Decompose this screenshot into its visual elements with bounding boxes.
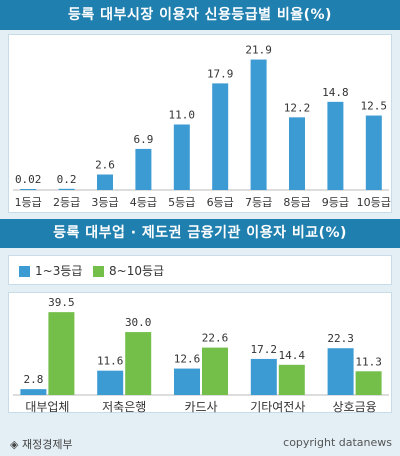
chart2-bar-series-2 xyxy=(125,332,152,395)
chart2-value-label: 17.2 xyxy=(251,343,278,356)
chart1-value-label: 11.0 xyxy=(169,108,196,121)
chart2-bar-series-1 xyxy=(174,368,200,395)
chart2-bar-series-2 xyxy=(202,347,228,395)
chart1-value-label: 21.9 xyxy=(245,44,272,57)
chart2-bar-series-1 xyxy=(250,358,277,395)
chart1-category-label: 1등급 xyxy=(15,196,42,209)
chart2-panel: 2.8 39.5 대부업체 11.6 30.0 저축은행 12.6 22.6 카드사 17.2 14… xyxy=(8,292,392,414)
chart1-value-label: 6.9 xyxy=(133,133,153,146)
chart1-value-label: 0.02 xyxy=(15,173,42,186)
chart1-bar xyxy=(212,83,229,190)
chart1-category-label: 4등급 xyxy=(130,196,157,209)
chart1-title: 등록 대부시장 이용자 신용등급별 비율(%) xyxy=(0,0,400,30)
chart1-bar xyxy=(365,115,382,190)
chart2-category-label: 카드사 xyxy=(184,400,217,414)
chart1-panel: 0.02 1등급 0.2 2등급 2.6 3등급 6.9 4등급 11.0 5등급 17.9 6등급 2… xyxy=(8,34,392,213)
chart1-category-label: 3등급 xyxy=(91,196,118,209)
chart2-value-label: 22.3 xyxy=(327,332,354,345)
chart2-value-label: 2.8 xyxy=(23,373,43,386)
chart1-svg: 0.02 1등급 0.2 2등급 2.6 3등급 6.9 4등급 11.0 5등급 17.9 6등급 2… xyxy=(13,44,391,209)
chart1-category-label: 7등급 xyxy=(245,196,272,209)
chart2-value-label: 11.6 xyxy=(97,355,124,368)
chart1-category-label: 6등급 xyxy=(207,196,234,209)
chart1-bar xyxy=(250,59,267,191)
legend-label-series-1: 1~3등급 xyxy=(35,264,83,278)
chart2-svg: 2.8 39.5 대부업체 11.6 30.0 저축은행 12.622.6 카드사 17.2 14… xyxy=(13,296,389,414)
source-note: ◈ 재정경제부 xyxy=(10,438,73,451)
chart1-bar xyxy=(289,117,305,190)
chart1-bar xyxy=(327,101,344,190)
chart1-value-label: 12.5 xyxy=(361,100,388,113)
chart2-category-label: 저축은행 xyxy=(102,399,146,414)
chart1-value-label: 12.2 xyxy=(284,101,311,114)
chart1-category-label: 8등급 xyxy=(283,196,310,209)
chart2-bar-series-2 xyxy=(278,364,305,395)
chart1-value-label: 0.2 xyxy=(57,173,77,186)
chart2-bar-series-2 xyxy=(48,312,75,395)
chart1-category-label: 10등급 xyxy=(357,196,391,209)
chart2-bar-series-2 xyxy=(355,371,382,395)
chart1-bar xyxy=(135,148,152,190)
chart2-value-label: 12.6 xyxy=(174,353,201,366)
chart1-bar xyxy=(20,189,37,190)
chart2-category-label: 기타여전사 xyxy=(250,400,305,414)
chart1-value-label: 17.9 xyxy=(207,67,234,80)
chart1-category-label: 9등급 xyxy=(322,196,349,209)
chart2-category-label: 상호금융 xyxy=(333,400,377,414)
chart2-value-label: 11.3 xyxy=(355,355,382,368)
chart1-category-label: 2등급 xyxy=(53,196,80,209)
chart1-value-label: 14.8 xyxy=(322,86,349,99)
chart2-bar-series-1 xyxy=(327,348,354,395)
chart1-value-label: 2.6 xyxy=(95,159,115,172)
chart2-value-label: 39.5 xyxy=(48,296,75,309)
chart2-value-label: 22.6 xyxy=(202,332,229,345)
chart2-value-label: 30.0 xyxy=(125,316,152,329)
chart2-bar-series-1 xyxy=(20,389,47,395)
chart2-value-label: 14.4 xyxy=(279,349,306,362)
chart2-category-label: 대부업체 xyxy=(25,400,69,414)
chart1-bar xyxy=(97,174,113,190)
legend-swatch-series-1 xyxy=(19,266,30,277)
legend-swatch-series-2 xyxy=(93,266,104,277)
chart1-category-label: 5등급 xyxy=(168,196,195,209)
chart2-legend: 1~3등급 8~10등급 xyxy=(8,255,392,285)
chart2-title: 등록 대부업 · 제도권 금융기관 이용자 비교(%) xyxy=(0,219,400,248)
legend-label-series-2: 8~10등급 xyxy=(109,264,165,278)
chart1-bar xyxy=(173,124,190,190)
chart2-bar-series-1 xyxy=(97,370,124,395)
copyright-note: copyright datanews xyxy=(283,436,392,449)
chart1-bar xyxy=(58,188,75,190)
